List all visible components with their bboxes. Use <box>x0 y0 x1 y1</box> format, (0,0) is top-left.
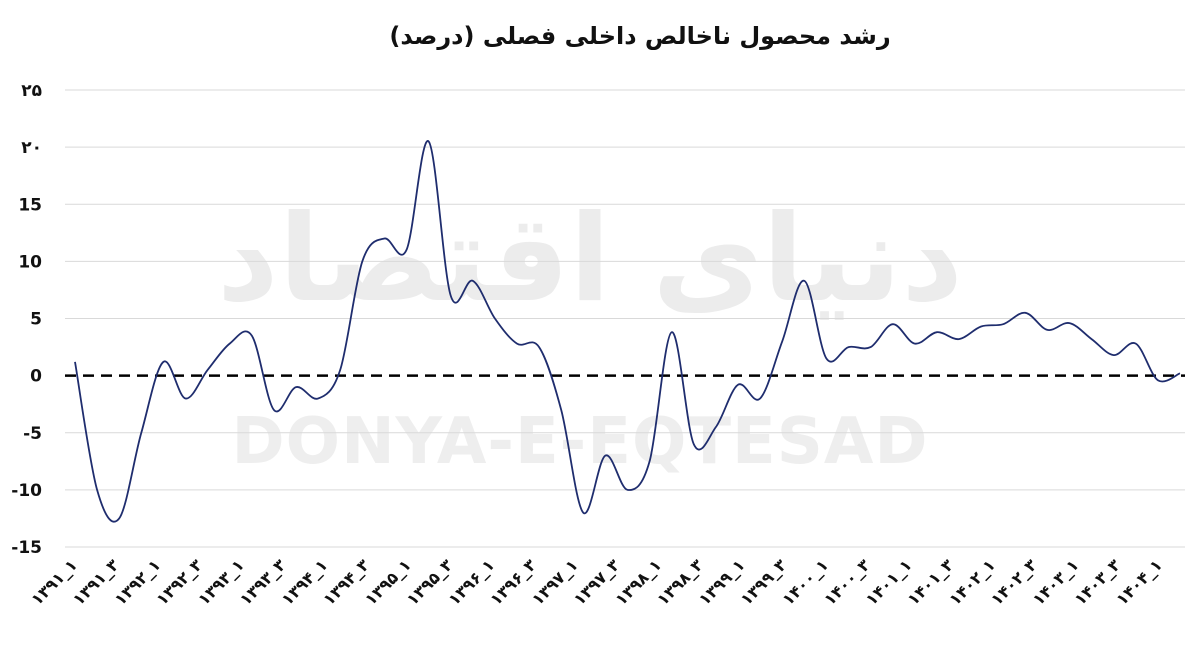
gdp-growth-line <box>74 140 1181 523</box>
y-tick-label: 10 <box>18 252 42 272</box>
y-tick-label: -10 <box>11 481 42 501</box>
y-axis: ۲۵ ۲۰ 15 10 5 0 -5 -10 -15 <box>11 81 42 558</box>
y-tick-label: ۲۰ <box>21 138 42 158</box>
x-tick-label: ۱۴۰۲_۱ <box>945 555 999 609</box>
chart-title: رشد محصول ناخالص داخلی فصلی (درصد) <box>389 22 891 50</box>
y-tick-label: -5 <box>23 424 42 444</box>
watermark-persian: دنیای اقتصاد <box>217 190 963 329</box>
x-tick-label: ۱۴۰۱_۱ <box>862 555 916 609</box>
x-tick-label: ۱۳۹۳_۱ <box>194 555 248 609</box>
y-tick-label: 0 <box>30 367 42 387</box>
x-tick-label: ۱۳۹۶_۱ <box>445 555 499 609</box>
x-tick-label: ۱۳۹۸_۱ <box>611 555 665 609</box>
x-tick-label: ۱۳۹۵_۱ <box>361 555 415 609</box>
y-tick-label: 15 <box>18 195 42 215</box>
y-tick-label: 5 <box>30 310 42 330</box>
watermark-english: DONYA-E-EQTESAD <box>232 405 929 479</box>
x-tick-label: ۱۴۰۴_۱ <box>1112 555 1166 609</box>
x-tick-label: ۱۳۹۴_۱ <box>278 555 332 609</box>
watermark: دنیای اقتصاد DONYA-E-EQTESAD <box>217 190 963 479</box>
y-tick-label: -15 <box>11 538 42 558</box>
gridlines <box>65 89 1185 548</box>
x-tick-label: ۱۴۰۰_۱ <box>778 555 832 609</box>
x-tick-label: ۱۴۰۳_۱ <box>1029 555 1083 609</box>
x-tick-label: ۱۳۹۱_۱ <box>27 555 81 609</box>
x-tick-label: ۱۳۹۲_۱ <box>111 555 165 609</box>
y-tick-label: ۲۵ <box>21 81 42 101</box>
x-tick-label: ۱۳۹۹_۱ <box>695 555 749 609</box>
x-axis: ۱۳۹۱_۱۱۳۹۱_۳۱۳۹۲_۱۱۳۹۲_۳۱۳۹۳_۱۱۳۹۳_۳۱۳۹۴… <box>27 555 1166 609</box>
x-tick-label: ۱۳۹۷_۱ <box>528 555 582 609</box>
